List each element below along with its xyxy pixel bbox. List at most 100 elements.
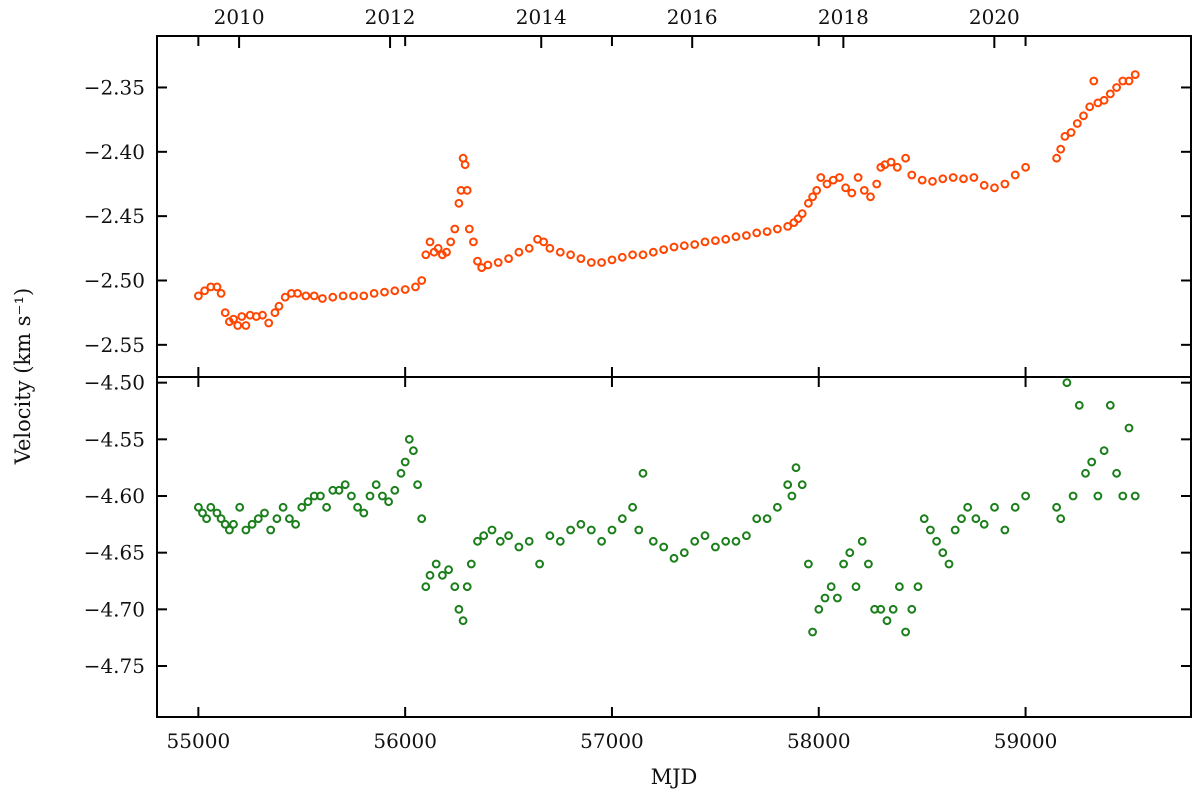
data-point (1000, 179, 1010, 189)
data-point (233, 321, 243, 330)
data-point (1060, 132, 1070, 141)
data-point (822, 179, 832, 189)
data-point (229, 519, 238, 529)
top-year-axis: 2010 2012 2014 2016 2018 2020 (214, 5, 1020, 48)
data-point (493, 258, 503, 267)
data-point (378, 491, 387, 501)
data-point (220, 519, 230, 529)
data-point (711, 236, 720, 246)
data-point (892, 162, 902, 172)
data-point (1062, 378, 1072, 388)
data-point (566, 250, 575, 260)
data-point (384, 497, 394, 507)
data-point (220, 308, 230, 318)
data-point (328, 292, 338, 302)
data-point (524, 243, 534, 253)
data-point (433, 243, 443, 253)
data-point (679, 548, 689, 558)
data-point (237, 312, 247, 321)
data-point (539, 237, 549, 247)
data-point (1105, 400, 1115, 410)
data-point (731, 536, 741, 546)
top-panel-frame (156, 35, 1192, 378)
data-point (851, 582, 861, 592)
data-point (804, 198, 813, 208)
data-point (1052, 153, 1061, 163)
data-point (1072, 119, 1082, 128)
data-point (1085, 102, 1095, 112)
data-point (628, 250, 637, 260)
y-tick-label: −2.55 (84, 333, 145, 357)
data-point (334, 485, 344, 495)
data-point (938, 174, 948, 184)
data-point (417, 276, 427, 285)
data-point (721, 536, 731, 546)
y-tick-label: −4.50 (84, 371, 145, 395)
data-point (462, 582, 472, 592)
top-y-axis: −2.35 −2.40 −2.45 −2.50 −2.55 (84, 75, 1191, 357)
data-point (487, 525, 497, 535)
data-point (926, 525, 935, 535)
y-tick-label: −4.70 (84, 597, 145, 621)
data-point (411, 282, 420, 292)
data-point (417, 514, 427, 524)
data-point (446, 237, 456, 247)
data-point (1112, 83, 1121, 92)
data-point (194, 291, 203, 301)
data-point (1130, 70, 1140, 79)
data-point (504, 531, 514, 541)
data-point (241, 525, 251, 535)
data-point (1079, 111, 1088, 121)
data-point (783, 480, 793, 490)
data-point (628, 502, 637, 512)
data-point (762, 227, 772, 237)
year-tick-label: 2018 (818, 5, 869, 29)
data-point (1118, 491, 1128, 501)
data-point (431, 559, 441, 569)
data-point (421, 250, 431, 260)
data-point (212, 282, 222, 292)
data-point (872, 179, 882, 189)
data-point (607, 255, 617, 265)
y-tick-label: −2.50 (84, 268, 145, 292)
data-point (957, 514, 966, 524)
data-point (316, 491, 325, 501)
data-point (365, 491, 375, 501)
data-point (390, 286, 400, 296)
data-point (545, 243, 555, 253)
data-point (206, 502, 216, 512)
data-point (462, 186, 472, 195)
data-point (669, 553, 679, 563)
data-point (473, 536, 482, 546)
data-point (731, 232, 741, 242)
bottom-y-axis: −4.50 −4.55 −4.60 −4.65 −4.70 −4.75 (84, 371, 1191, 678)
data-point (690, 536, 700, 546)
data-point (1093, 491, 1103, 501)
data-point (901, 627, 910, 637)
y-tick-label: −4.75 (84, 654, 145, 678)
bottom-series-points (194, 378, 1140, 637)
data-point (400, 285, 410, 294)
data-point (371, 480, 381, 490)
data-point (347, 491, 356, 501)
data-point (514, 542, 524, 552)
x-axis-title: MJD (651, 765, 698, 789)
year-tick-label: 2010 (214, 5, 265, 29)
year-tick-label: 2012 (365, 5, 416, 29)
data-point (1124, 76, 1134, 86)
data-point (1081, 468, 1090, 478)
data-point (841, 183, 850, 193)
data-point (679, 241, 689, 251)
data-point (444, 565, 454, 575)
data-point (438, 570, 447, 580)
data-point (917, 175, 927, 185)
data-point (1112, 468, 1121, 478)
data-point (1021, 491, 1030, 501)
year-tick-label: 2014 (516, 5, 567, 29)
y-tick-label: −2.35 (84, 75, 145, 99)
data-point (1124, 423, 1134, 433)
data-point (212, 508, 222, 518)
data-point (859, 186, 869, 195)
data-point (1056, 144, 1066, 154)
